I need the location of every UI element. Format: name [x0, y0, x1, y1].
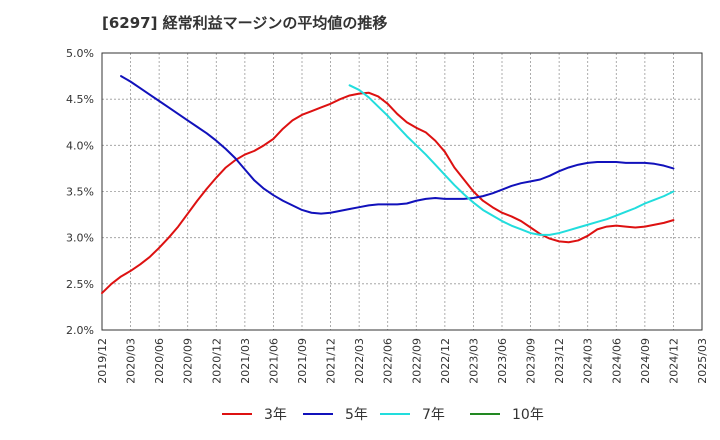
x-tick-label: 2022/03: [353, 338, 366, 384]
legend-label: 7年: [422, 407, 445, 423]
legend-label: 5年: [345, 407, 368, 423]
series-line-3年: [101, 91, 675, 295]
x-tick-label: 2020/09: [182, 338, 195, 384]
y-tick-label: 3.5%: [66, 186, 94, 199]
y-tick-label: 5.0%: [66, 47, 94, 60]
x-tick-label: 2023/03: [467, 338, 480, 384]
series-line-7年: [348, 84, 675, 236]
axes: 2.0% 2.5% 3.0% 3.5% 4.0% 4.5% 5.0% 2019/12 2020/…: [66, 47, 709, 384]
chart-title: [6297] 経常利益マージンの平均値の推移: [102, 14, 388, 32]
x-tick-label: 2019/12: [96, 338, 109, 384]
x-tick-label: 2021/12: [325, 338, 338, 384]
y-tick-label: 3.0%: [66, 232, 94, 245]
legend: 3年 5年 7年 10年: [222, 407, 544, 423]
legend-label: 10年: [512, 407, 544, 423]
series-lines: [101, 75, 675, 295]
x-tick-label: 2024/06: [610, 338, 623, 384]
y-tick-label: 4.0%: [66, 139, 94, 152]
x-tick-label: 2020/03: [125, 338, 138, 384]
y-tick-label: 2.0%: [66, 324, 94, 337]
x-tick-label: 2024/12: [667, 338, 680, 384]
x-tick-label: 2021/09: [296, 338, 309, 384]
y-tick-label: 2.5%: [66, 278, 94, 291]
x-tick-label: 2022/09: [410, 338, 423, 384]
x-tick-label: 2023/09: [525, 338, 538, 384]
x-tick-label: 2020/12: [210, 338, 223, 384]
grid: [102, 53, 702, 330]
y-tick-label: 4.5%: [66, 93, 94, 106]
series-line-5年: [120, 75, 675, 215]
x-tick-label: 2024/03: [582, 338, 595, 384]
x-tick-label: 2023/12: [553, 338, 566, 384]
x-tick-label: 2023/06: [496, 338, 509, 384]
x-tick-label: 2020/06: [153, 338, 166, 384]
plot-frame: [101, 52, 703, 331]
x-tick-label: 2022/12: [439, 338, 452, 384]
x-tick-label: 2025/03: [696, 338, 709, 384]
x-tick-label: 2021/03: [239, 338, 252, 384]
x-tick-label: 2021/06: [267, 338, 280, 384]
x-tick-label: 2024/09: [639, 338, 652, 384]
legend-label: 3年: [264, 407, 287, 423]
x-tick-label: 2022/06: [382, 338, 395, 384]
